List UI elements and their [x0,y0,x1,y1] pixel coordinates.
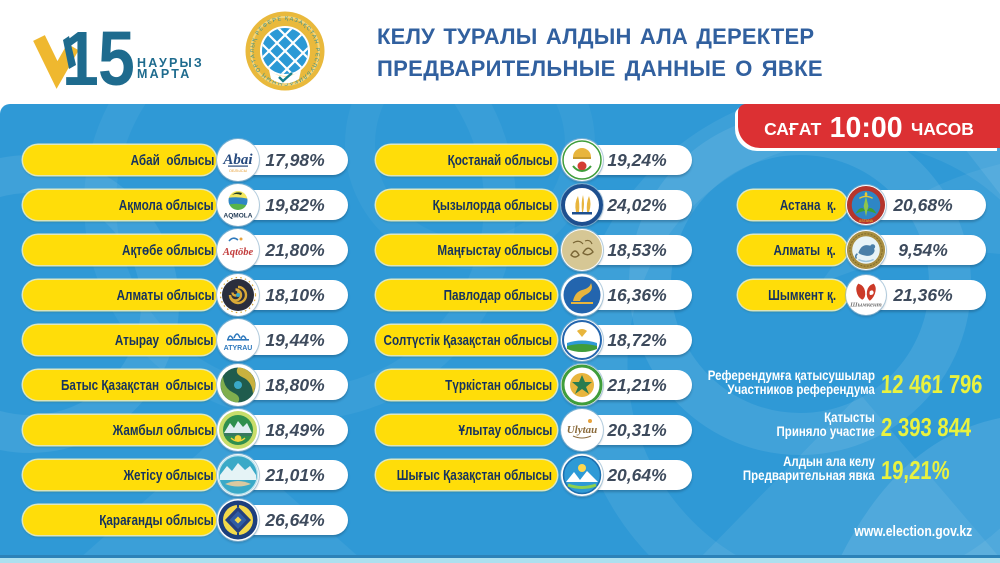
svg-text:Шымкент: Шымкент [849,301,882,308]
svg-text:Ulytau: Ulytau [567,424,598,436]
svg-text:ASTANA: ASTANA [859,219,874,223]
svg-text:ОБЛЫСЫ: ОБЛЫСЫ [229,168,248,173]
svg-text:AQMOLA: AQMOLA [224,213,253,220]
svg-text:Aqtöbe: Aqtöbe [222,247,254,258]
svg-text:ATYRAU: ATYRAU [224,345,253,352]
svg-text:Abai: Abai [222,152,253,168]
